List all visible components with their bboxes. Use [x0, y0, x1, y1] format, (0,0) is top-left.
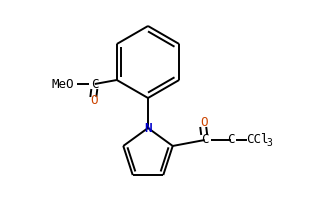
- Text: 3: 3: [267, 138, 273, 148]
- Text: O: O: [90, 95, 98, 107]
- Text: C: C: [91, 77, 99, 91]
- Text: MeO: MeO: [52, 77, 74, 91]
- Text: N: N: [144, 122, 152, 135]
- Text: C: C: [227, 134, 235, 146]
- Text: O: O: [200, 116, 207, 130]
- Text: C: C: [201, 134, 209, 146]
- Text: CCl: CCl: [247, 134, 269, 146]
